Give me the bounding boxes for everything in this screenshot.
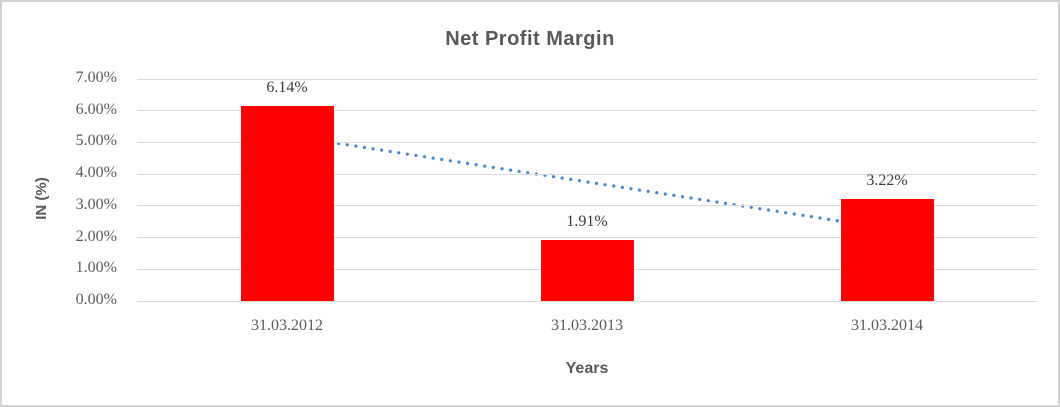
data-label: 3.22% <box>866 171 908 189</box>
gridline <box>137 173 1037 175</box>
data-label: 1.91% <box>566 213 608 231</box>
y-tick-label: 5.00% <box>75 132 117 150</box>
data-label: 6.14% <box>266 79 308 97</box>
y-tick-label: 0.00% <box>75 291 117 308</box>
gridline <box>137 110 1037 112</box>
y-tick-label: 7.00% <box>75 69 117 86</box>
x-tick-label: 31.03.2013 <box>551 317 623 334</box>
gridline <box>137 237 1037 239</box>
y-tick-label: 3.00% <box>75 195 117 213</box>
y-tick-label: 6.00% <box>75 100 117 118</box>
y-tick-label: 4.00% <box>75 164 117 182</box>
gridline <box>137 141 1037 143</box>
gridline <box>137 205 1037 207</box>
gridline <box>137 300 1037 302</box>
y-tick-label: 2.00% <box>75 227 117 245</box>
bar <box>540 240 634 301</box>
x-axis-title: Years <box>565 360 609 377</box>
bar <box>240 106 334 301</box>
x-tick-label: 31.03.2014 <box>851 317 923 334</box>
gridline <box>137 78 1037 80</box>
chart-title: Net Profit Margin <box>445 28 615 50</box>
x-tick-label: 31.03.2012 <box>251 317 323 334</box>
bar <box>840 198 934 301</box>
y-tick-label: 1.00% <box>75 259 117 277</box>
